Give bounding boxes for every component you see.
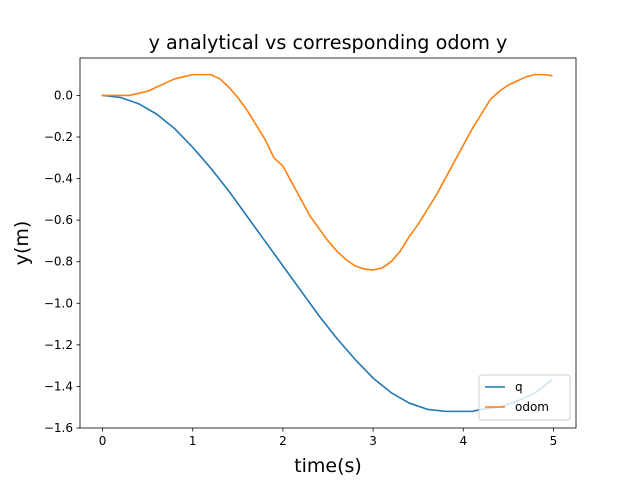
legend-label-q: q — [515, 380, 523, 394]
x-axis-label: time(s) — [294, 455, 362, 477]
x-tick-label: 0 — [99, 434, 107, 448]
legend-label-odom: odom — [515, 400, 549, 414]
y-tick-label: −0.4 — [44, 172, 73, 186]
y-tick-label: 0.0 — [54, 88, 73, 102]
y-tick-label: −0.2 — [44, 130, 73, 144]
plot-area: 0 1 2 3 4 5 0.0 −0.2 −0.4 −0.6 −0.8 −1.0 −1.2 −1.4 −1.… — [44, 57, 577, 448]
y-tick-label: −0.6 — [44, 213, 73, 227]
x-tick-label: 5 — [550, 434, 558, 448]
series-line-q — [101, 94, 553, 413]
y-tick-label: −1.4 — [44, 379, 73, 393]
y-axis-label: y(m) — [11, 221, 33, 266]
axes-frame — [79, 57, 577, 429]
y-tick-label: −0.8 — [44, 255, 73, 269]
x-tick-label: 3 — [369, 434, 377, 448]
chart-title: y analytical vs corresponding odom y — [149, 31, 508, 54]
x-tick-label: 4 — [459, 434, 467, 448]
x-tick-label: 2 — [279, 434, 287, 448]
y-tick-label: −1.6 — [44, 421, 73, 435]
y-tick-label: −1.2 — [44, 338, 73, 352]
series-line-odom — [101, 73, 553, 271]
x-tick-label: 1 — [189, 434, 197, 448]
y-tick-label: −1.0 — [44, 296, 73, 310]
